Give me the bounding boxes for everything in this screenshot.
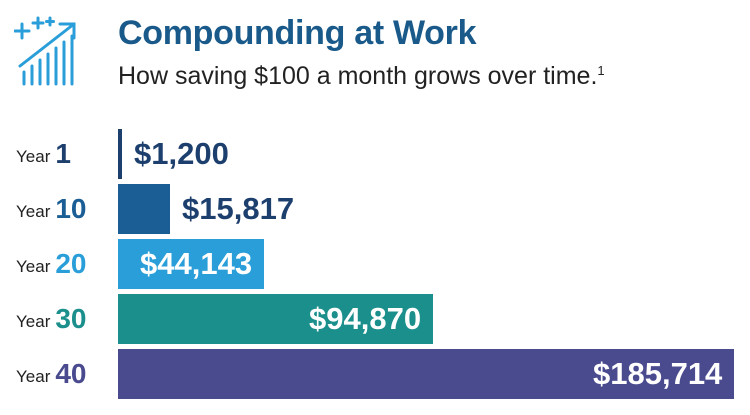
category-tick-label: 40 bbox=[55, 358, 87, 389]
category-tick-label: 10 bbox=[55, 193, 87, 224]
data-label-year-10: $15,817 bbox=[182, 191, 295, 226]
footnote-marker: 1 bbox=[597, 63, 605, 78]
category-tick-label: 30 bbox=[55, 303, 87, 334]
bar-year-40 bbox=[118, 349, 734, 399]
bar-year-10 bbox=[118, 184, 170, 234]
data-label-year-20: $44,143 bbox=[140, 246, 253, 281]
subtitle-text: How saving $100 a month grows over time. bbox=[118, 62, 598, 90]
row-label-prefix: Year bbox=[16, 312, 51, 331]
row-label-prefix: Year bbox=[16, 202, 51, 221]
row-label-year-30: Year 30 bbox=[16, 295, 87, 343]
data-label-year-40: $185,714 bbox=[593, 356, 723, 391]
row-label-prefix: Year bbox=[16, 257, 51, 276]
row-label-year-40: Year 40 bbox=[16, 350, 87, 398]
data-label-year-30: $94,870 bbox=[309, 301, 422, 336]
growth-chart-icon bbox=[14, 16, 76, 86]
bar-year-30 bbox=[118, 294, 433, 344]
row-label-year-20: Year 20 bbox=[16, 240, 87, 288]
row-label-prefix: Year bbox=[16, 147, 51, 166]
row-label-prefix: Year bbox=[16, 367, 51, 386]
chart-title: Compounding at Work bbox=[118, 14, 477, 52]
data-label-year-1: $1,200 bbox=[134, 136, 229, 171]
category-tick-label: 20 bbox=[55, 248, 87, 279]
category-tick-label: 1 bbox=[55, 138, 71, 169]
row-label-year-1: Year 1 bbox=[16, 130, 71, 178]
row-label-year-10: Year 10 bbox=[16, 185, 87, 233]
chart-subtitle: How saving $100 a month grows over time.… bbox=[118, 62, 605, 91]
bar-year-20 bbox=[118, 239, 264, 289]
bar-year-1 bbox=[118, 129, 122, 179]
